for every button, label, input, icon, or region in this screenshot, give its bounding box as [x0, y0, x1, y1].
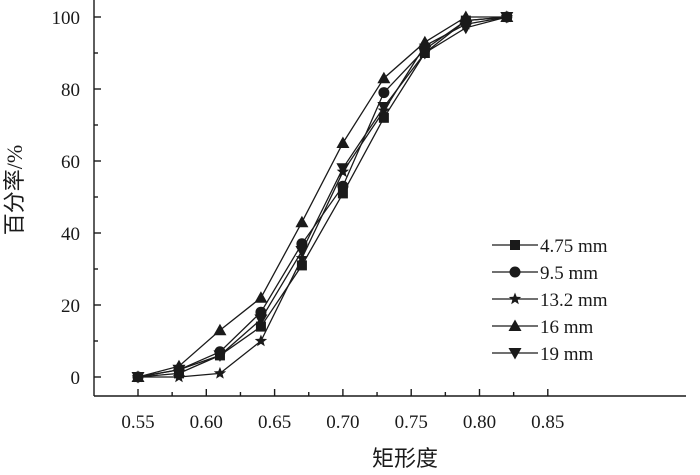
legend-marker	[508, 319, 522, 331]
x-tick-label: 0.60	[190, 412, 223, 433]
series-line	[137, 16, 507, 378]
data-point	[131, 372, 145, 384]
legend-marker	[508, 292, 522, 305]
legend-label: 16 mm	[540, 317, 594, 338]
x-tick-label: 0.80	[463, 412, 496, 433]
legend-marker	[510, 240, 520, 250]
x-tick-label: 0.65	[258, 412, 291, 433]
ticks: 0.55 0.60 0.65 0.70 0.75 0.80 0.85 0 20 40 60 80 100	[52, 8, 565, 433]
legend-item: 9.5 mm	[492, 263, 598, 284]
x-tick-label: 0.55	[121, 412, 154, 433]
y-tick-label: 0	[71, 368, 81, 389]
data-point	[296, 260, 307, 271]
series-2	[131, 10, 513, 383]
data-point	[254, 334, 268, 347]
series-line	[137, 16, 507, 378]
y-tick-label: 40	[61, 224, 80, 245]
legend-label: 19 mm	[540, 344, 594, 365]
data-point	[255, 321, 266, 332]
data-point	[336, 163, 350, 175]
legend-marker	[509, 266, 521, 278]
data-point	[295, 215, 309, 228]
data-point	[377, 102, 391, 114]
legend-label: 13.2 mm	[540, 290, 608, 311]
y-tick-label: 20	[61, 296, 80, 317]
series-line	[137, 16, 507, 378]
data-point	[500, 12, 514, 24]
legend-item: 13.2 mm	[492, 290, 608, 311]
series-line	[138, 16, 507, 378]
data-point	[295, 251, 309, 264]
data-point	[378, 112, 389, 123]
data-point	[254, 291, 268, 303]
x-tick-label: 0.75	[395, 412, 428, 433]
y-tick-label: 60	[61, 152, 80, 173]
y-axis-title: 百分率/%	[2, 145, 27, 235]
legend-marker	[508, 348, 522, 360]
x-tick-label: 0.70	[326, 412, 359, 433]
data-point	[172, 364, 186, 377]
legend-item: 16 mm	[492, 317, 594, 338]
y-tick-label: 80	[61, 80, 80, 101]
series-3	[131, 10, 514, 382]
legend-item: 19 mm	[492, 344, 594, 365]
legend: 4.75 mm 9.5 mm 13.2 mm 16 mm 19 mm	[492, 236, 608, 365]
data-point	[337, 180, 349, 192]
y-tick-label: 100	[52, 8, 81, 29]
data-point	[377, 71, 391, 84]
data-point	[336, 136, 350, 148]
axes	[93, 0, 686, 397]
data-point	[213, 323, 227, 336]
legend-label: 9.5 mm	[540, 263, 598, 284]
data-point	[172, 370, 186, 383]
data-point	[378, 87, 390, 99]
data-point	[459, 10, 473, 22]
data-point	[213, 366, 227, 379]
series-0	[133, 12, 512, 382]
legend-label: 4.75 mm	[540, 236, 608, 257]
data-point	[418, 48, 432, 60]
series-1	[132, 11, 513, 383]
x-axis-title: 矩形度	[372, 446, 438, 471]
data-point	[295, 246, 309, 258]
data-point	[418, 35, 432, 48]
data-point	[337, 188, 348, 199]
legend-item: 4.75 mm	[492, 236, 608, 257]
series-group	[131, 10, 514, 384]
series-4	[131, 12, 514, 384]
x-tick-label: 0.85	[531, 412, 564, 433]
series-line	[137, 16, 507, 378]
data-point	[254, 314, 268, 326]
data-point	[213, 350, 227, 362]
data-point	[459, 22, 473, 35]
